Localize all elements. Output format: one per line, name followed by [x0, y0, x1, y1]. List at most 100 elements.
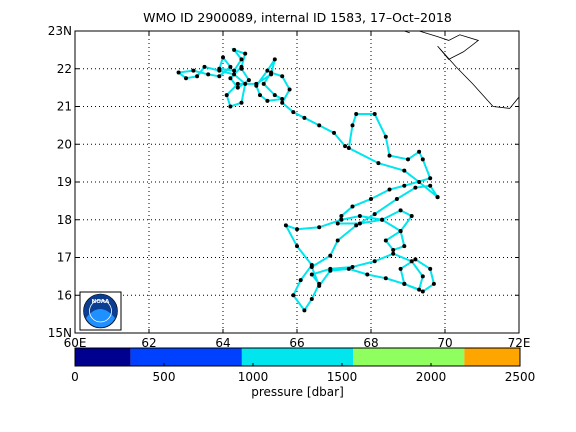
profile-point	[335, 238, 340, 243]
profile-point	[317, 123, 322, 128]
profile-point	[402, 183, 407, 188]
profile-point	[343, 144, 348, 149]
profile-point	[195, 74, 200, 79]
profile-point	[317, 225, 322, 230]
colorbar-tick-label: 1000	[238, 370, 269, 384]
profile-point	[357, 221, 362, 226]
axes-frame	[75, 31, 519, 333]
profile-point	[224, 93, 229, 98]
profile-point	[291, 110, 296, 115]
profile-point	[387, 153, 392, 158]
y-tick-label: 17	[57, 251, 72, 265]
profile-point	[372, 112, 377, 117]
profile-point	[272, 57, 277, 62]
colorbar-band	[464, 348, 520, 366]
profile-point	[402, 168, 407, 173]
profile-point	[254, 81, 259, 86]
profile-point	[239, 100, 244, 105]
profile-point	[417, 149, 422, 154]
profile-point	[232, 68, 237, 73]
axis-ticks: 60E 62 64 66 68 70 72E 15N 16 17 18 19 20 21 22 23N	[48, 24, 531, 350]
profile-point	[272, 93, 277, 98]
colorbar-tick-label: 0	[71, 370, 79, 384]
profile-point	[357, 213, 362, 218]
profile-point	[369, 196, 373, 201]
profile-point	[346, 146, 351, 151]
profile-point	[295, 227, 299, 232]
chart-title: WMO ID 2900089, internal ID 1583, 17–Oct…	[143, 10, 452, 25]
x-tick-label: 66	[289, 336, 304, 350]
profile-point	[232, 47, 237, 52]
profile-point	[420, 157, 425, 162]
profile-point	[280, 74, 285, 79]
profile-point	[346, 266, 351, 271]
colorbar-band	[130, 348, 242, 366]
x-tick-label: 68	[363, 336, 378, 350]
profile-point	[283, 223, 288, 228]
profile-point	[221, 55, 225, 60]
float-tracks	[176, 47, 440, 313]
profile-point	[350, 264, 355, 269]
y-tick-label: 23N	[48, 24, 72, 38]
profile-point	[391, 251, 396, 256]
profile-point	[246, 78, 251, 83]
profile-point	[302, 308, 307, 313]
profile-point	[235, 81, 240, 86]
profile-point	[350, 123, 355, 128]
profile-point	[428, 183, 433, 188]
profile-point	[191, 68, 196, 73]
profile-point	[239, 66, 244, 71]
profile-point	[302, 115, 307, 120]
profile-point	[383, 134, 388, 139]
profile-point	[176, 70, 181, 75]
profile-point	[409, 213, 414, 218]
profile-point	[184, 76, 188, 81]
y-tick-label: 16	[57, 288, 72, 302]
y-tick-label: 20	[57, 137, 72, 151]
profile-point	[339, 217, 344, 222]
profile-point	[309, 297, 314, 302]
colorbar-band	[241, 348, 354, 366]
logo-text: NOAA	[92, 299, 110, 305]
profile-point	[409, 259, 414, 264]
profile-point	[309, 272, 314, 277]
profile-point	[228, 76, 233, 81]
profile-point	[413, 257, 418, 262]
profile-point	[291, 293, 296, 298]
y-tick-label: 18	[57, 213, 72, 227]
profile-point	[398, 229, 403, 234]
profile-point	[309, 264, 314, 269]
logo-wave	[86, 309, 115, 328]
profile-point	[258, 93, 262, 98]
profile-point	[402, 281, 407, 286]
profile-point	[280, 96, 285, 101]
profile-point	[354, 112, 359, 117]
profile-point	[217, 66, 222, 71]
logo-ring	[89, 299, 112, 323]
profile-point	[235, 85, 240, 90]
profile-point	[413, 185, 418, 190]
profile-point	[261, 81, 266, 86]
x-tick-label: 70	[437, 336, 452, 350]
profile-point	[376, 161, 381, 166]
profile-point	[383, 276, 388, 281]
profile-point	[387, 187, 392, 192]
profile-point	[372, 212, 377, 217]
profile-point	[394, 196, 399, 201]
profile-point	[391, 247, 396, 252]
profile-point	[365, 272, 370, 277]
profile-point	[202, 64, 207, 69]
profile-point	[217, 74, 222, 79]
profile-point	[350, 204, 355, 209]
profile-point	[406, 157, 410, 162]
profile-point	[398, 208, 403, 213]
y-tick-label: 22	[57, 62, 72, 76]
profile-point	[428, 176, 433, 181]
profile-point	[354, 223, 359, 228]
profile-point	[243, 81, 248, 86]
x-tick-label: 62	[141, 336, 156, 350]
profile-point	[265, 68, 270, 73]
profile-point	[265, 98, 270, 103]
x-tick-label: 64	[215, 336, 230, 350]
